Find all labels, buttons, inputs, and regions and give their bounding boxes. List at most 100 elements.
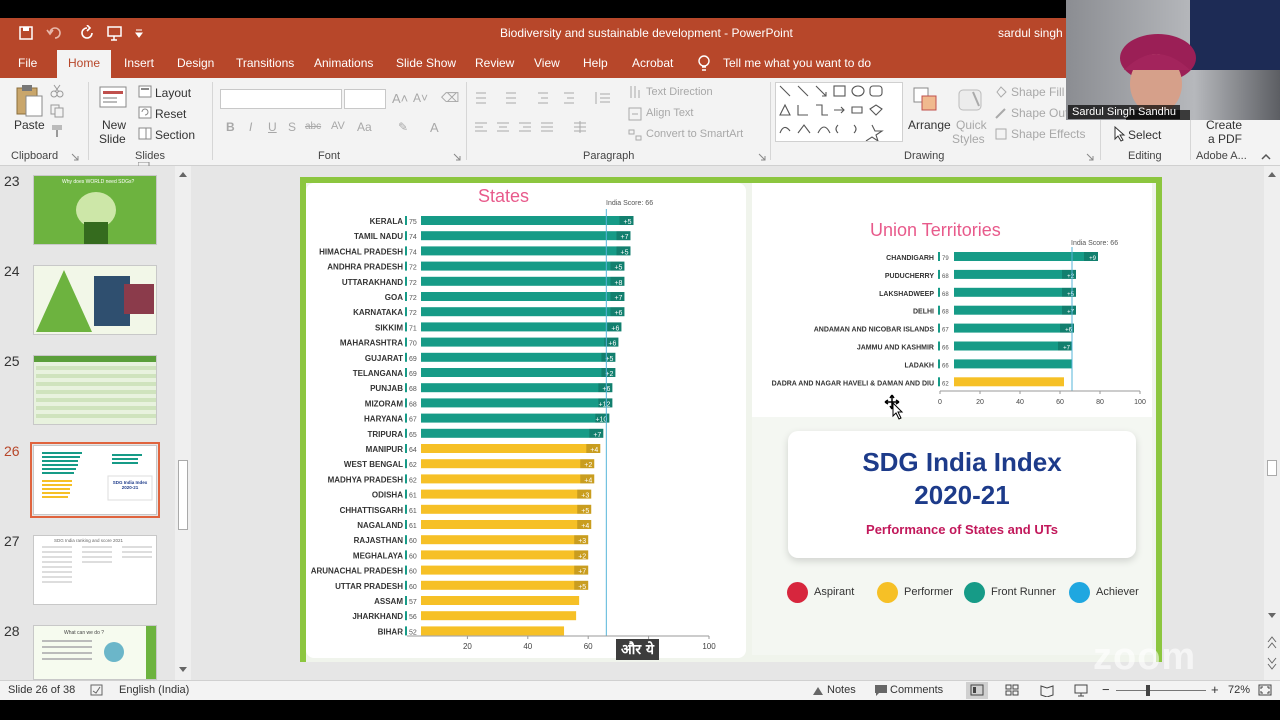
italic-button[interactable]: I xyxy=(249,120,253,134)
canvas-scroll-thumb[interactable] xyxy=(1267,460,1277,476)
text-direction-icon[interactable] xyxy=(628,85,642,99)
change-case-button[interactable]: Aa xyxy=(357,120,372,134)
tab-review[interactable]: Review xyxy=(475,56,515,70)
tab-view[interactable]: View xyxy=(534,56,560,70)
align-text-icon[interactable] xyxy=(628,107,642,121)
bold-button[interactable]: B xyxy=(226,120,235,134)
layout-button[interactable]: Layout xyxy=(155,86,192,100)
char-spacing-button[interactable]: AV xyxy=(331,120,345,132)
copy-icon[interactable] xyxy=(50,104,64,118)
shadow-button[interactable]: S xyxy=(288,120,297,134)
zoom-out-button[interactable]: − xyxy=(1102,682,1110,697)
paste-button[interactable]: Paste xyxy=(14,118,45,132)
grow-font-icon[interactable]: A˄ xyxy=(392,91,409,106)
spelling-icon[interactable] xyxy=(90,684,104,697)
section-icon[interactable] xyxy=(138,127,152,140)
slide-26[interactable]: States India Score: 66 Union Territories… xyxy=(300,177,1162,662)
collapse-ribbon-icon[interactable] xyxy=(1260,152,1272,162)
scroll-down-icon[interactable] xyxy=(178,666,188,674)
previous-slide-icon[interactable] xyxy=(1267,636,1277,650)
notes-button[interactable]: Notes xyxy=(827,684,856,696)
shape-outline-icon[interactable] xyxy=(994,106,1008,120)
zoom-level[interactable]: 72% xyxy=(1228,684,1251,696)
normal-view-icon[interactable] xyxy=(970,684,984,697)
thumbnail-slide-27[interactable]: SDG India ranking and score 2021 xyxy=(33,535,157,605)
new-slide-icon[interactable] xyxy=(99,84,129,110)
shape-effects-icon[interactable] xyxy=(994,127,1008,141)
smartart-icon[interactable] xyxy=(628,128,642,142)
new-slide-label-2[interactable]: Slide xyxy=(99,132,126,146)
font-name-dropdown[interactable] xyxy=(220,89,342,109)
tab-home[interactable]: Home xyxy=(57,50,112,78)
tab-slide-show[interactable]: Slide Show xyxy=(396,56,457,70)
quick-styles-label-2[interactable]: Styles xyxy=(952,132,985,146)
thumbnails-scrollbar[interactable] xyxy=(175,166,191,680)
zoom-slider-thumb[interactable] xyxy=(1146,685,1150,696)
redo-icon[interactable] xyxy=(80,25,96,41)
thumbnail-slide-24[interactable] xyxy=(33,265,157,335)
canvas-scrollbar[interactable] xyxy=(1264,166,1280,680)
list-buttons-icon[interactable] xyxy=(474,90,614,106)
create-pdf-label-1[interactable]: Create xyxy=(1206,118,1243,132)
thumbnail-slide-26[interactable]: SDG India Index 2020-21 xyxy=(33,445,157,515)
shape-outline-button[interactable]: Shape Outl xyxy=(1011,106,1072,120)
thumbnails-scroll-thumb[interactable] xyxy=(178,460,188,530)
shape-fill-icon[interactable] xyxy=(994,85,1008,99)
save-icon[interactable] xyxy=(18,25,34,41)
paste-icon[interactable] xyxy=(14,84,44,118)
tab-insert[interactable]: Insert xyxy=(124,56,155,70)
tab-help[interactable]: Help xyxy=(583,56,608,70)
shape-effects-button[interactable]: Shape Effects xyxy=(1011,127,1086,141)
align-text-button[interactable]: Align Text xyxy=(646,107,694,119)
dialog-launcher-icon[interactable] xyxy=(453,153,461,161)
language-indicator[interactable]: English (India) xyxy=(119,684,190,696)
slide-sorter-icon[interactable] xyxy=(1005,684,1019,697)
notes-icon[interactable] xyxy=(812,685,824,697)
highlight-icon[interactable]: ✎ xyxy=(398,120,409,134)
format-painter-icon[interactable] xyxy=(50,124,64,138)
dialog-launcher-icon[interactable] xyxy=(1086,153,1094,161)
arrange-icon[interactable] xyxy=(912,86,940,114)
cut-icon[interactable] xyxy=(50,84,64,98)
underline-button[interactable]: U xyxy=(268,120,277,134)
thumbnail-slide-28[interactable]: What can we do ? xyxy=(33,625,157,680)
zoom-in-button[interactable]: + xyxy=(1211,682,1219,697)
align-buttons-icon[interactable] xyxy=(474,121,614,135)
text-direction-button[interactable]: Text Direction xyxy=(646,86,713,98)
font-size-dropdown[interactable] xyxy=(344,89,386,109)
user-name[interactable]: sardul singh s xyxy=(998,26,1073,40)
dialog-launcher-icon[interactable] xyxy=(758,153,766,161)
section-button[interactable]: Section xyxy=(155,128,196,142)
convert-smartart-button[interactable]: Convert to SmartArt xyxy=(646,128,744,140)
quick-styles-icon[interactable] xyxy=(955,86,985,114)
customize-icon[interactable] xyxy=(134,27,144,39)
shrink-font-icon[interactable]: A˅ xyxy=(413,91,429,105)
select-arrow-icon[interactable] xyxy=(1112,126,1126,142)
reset-icon[interactable] xyxy=(138,106,152,119)
tab-design[interactable]: Design xyxy=(177,56,215,70)
new-slide-label-1[interactable]: New xyxy=(102,118,127,132)
scroll-up-icon[interactable] xyxy=(178,170,188,178)
tab-animations[interactable]: Animations xyxy=(314,56,374,70)
undo-icon[interactable] xyxy=(46,25,64,41)
dialog-launcher-icon[interactable] xyxy=(71,153,79,161)
layout-icon[interactable] xyxy=(138,85,152,98)
reset-button[interactable]: Reset xyxy=(155,107,187,121)
shape-fill-button[interactable]: Shape Fill xyxy=(1011,85,1065,99)
thumbnail-slide-23[interactable]: Why does WORLD need SDGs? xyxy=(33,175,157,245)
strikethrough-button[interactable]: abc xyxy=(305,121,322,132)
fit-slide-icon[interactable] xyxy=(1258,684,1272,697)
create-pdf-label-2[interactable]: a PDF xyxy=(1208,132,1243,146)
comments-icon[interactable] xyxy=(874,684,888,697)
scroll-down-icon[interactable] xyxy=(1267,612,1277,620)
clear-format-icon[interactable]: ⌫ xyxy=(441,90,460,105)
font-color-button[interactable]: A xyxy=(430,120,439,135)
quick-styles-label-1[interactable]: Quick xyxy=(956,118,987,132)
shapes-gallery[interactable] xyxy=(775,82,903,143)
tab-transitions[interactable]: Transitions xyxy=(236,56,295,70)
thumbnail-slide-25[interactable] xyxy=(33,355,157,425)
present-icon[interactable] xyxy=(106,25,124,41)
scroll-up-icon[interactable] xyxy=(1267,170,1277,178)
comments-button[interactable]: Comments xyxy=(890,684,944,696)
arrange-button[interactable]: Arrange xyxy=(908,118,951,132)
